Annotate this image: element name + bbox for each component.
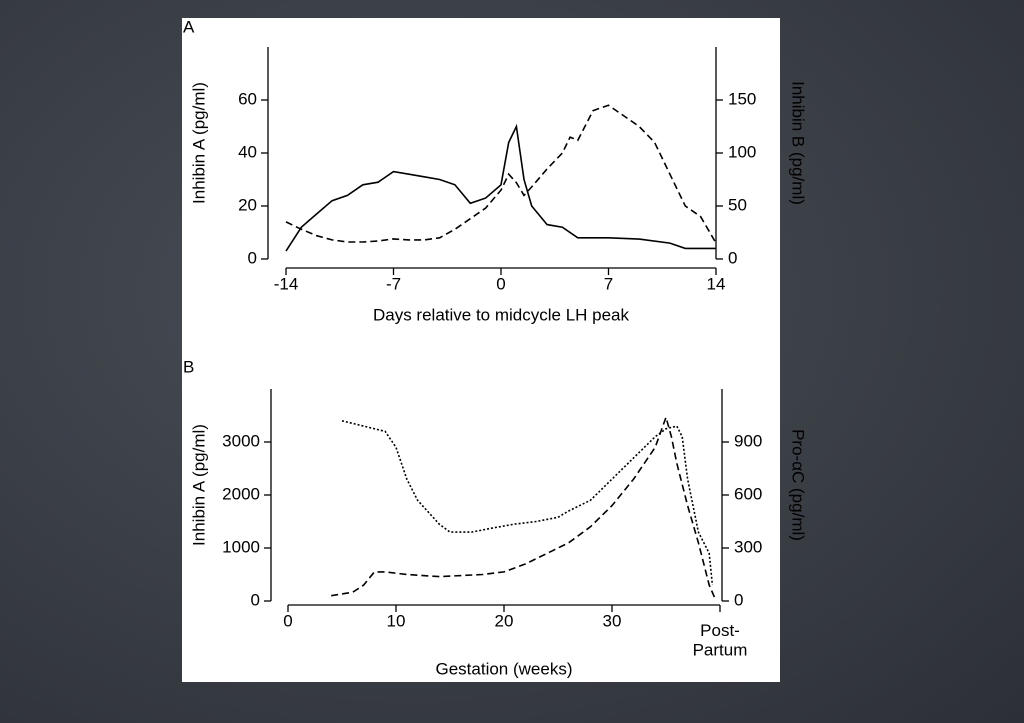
y-tick-label: 60 — [238, 89, 257, 108]
y2-tick-label: 600 — [734, 484, 762, 503]
x-tick-label: 0 — [283, 611, 292, 630]
y2-tick-label: 300 — [734, 537, 762, 556]
series-line — [331, 414, 716, 598]
y-tick-label: 20 — [238, 195, 257, 214]
x-tick-label: Post-Partum — [693, 621, 748, 660]
y2-tick-label: 900 — [734, 431, 762, 450]
x-axis-label: Days relative to midcycle LH peak — [373, 305, 630, 324]
y-tick-label: 0 — [248, 248, 257, 267]
y2-tick-label: 100 — [728, 142, 756, 161]
panel-label: B — [183, 357, 194, 376]
x-tick-label: 30 — [603, 611, 622, 630]
y-axis-label: Inhibin A (pg/ml) — [189, 82, 208, 204]
x-tick-label: -14 — [274, 274, 299, 293]
y2-tick-label: 0 — [728, 248, 737, 267]
x-tick-label: 20 — [495, 611, 514, 630]
x-tick-label: 0 — [496, 274, 505, 293]
figure-panel — [182, 18, 780, 682]
series-line — [341, 420, 714, 586]
y2-tick-label: 150 — [728, 89, 756, 108]
y-tick-label: 1000 — [222, 537, 260, 556]
x-tick-label: -7 — [386, 274, 401, 293]
panel-label: A — [183, 17, 195, 36]
y-tick-label: 40 — [238, 142, 257, 161]
x-tick-label: 14 — [707, 274, 726, 293]
series-line — [285, 104, 717, 244]
y-axis-label: Inhibin A (pg/ml) — [189, 424, 208, 546]
y-tick-label: 3000 — [222, 431, 260, 450]
x-tick-label: 10 — [387, 611, 406, 630]
y2-axis-label: Inhibin B (pg/ml) — [789, 81, 808, 205]
y-tick-label: 2000 — [222, 484, 260, 503]
x-tick-label: 7 — [604, 274, 613, 293]
y-tick-label: 0 — [251, 590, 260, 609]
series-line — [285, 123, 716, 252]
y2-tick-label: 0 — [734, 590, 743, 609]
y2-tick-label: 50 — [728, 195, 747, 214]
y2-axis-label: Pro-αC (pg/ml) — [789, 429, 808, 541]
x-axis-label: Gestation (weeks) — [436, 659, 573, 678]
